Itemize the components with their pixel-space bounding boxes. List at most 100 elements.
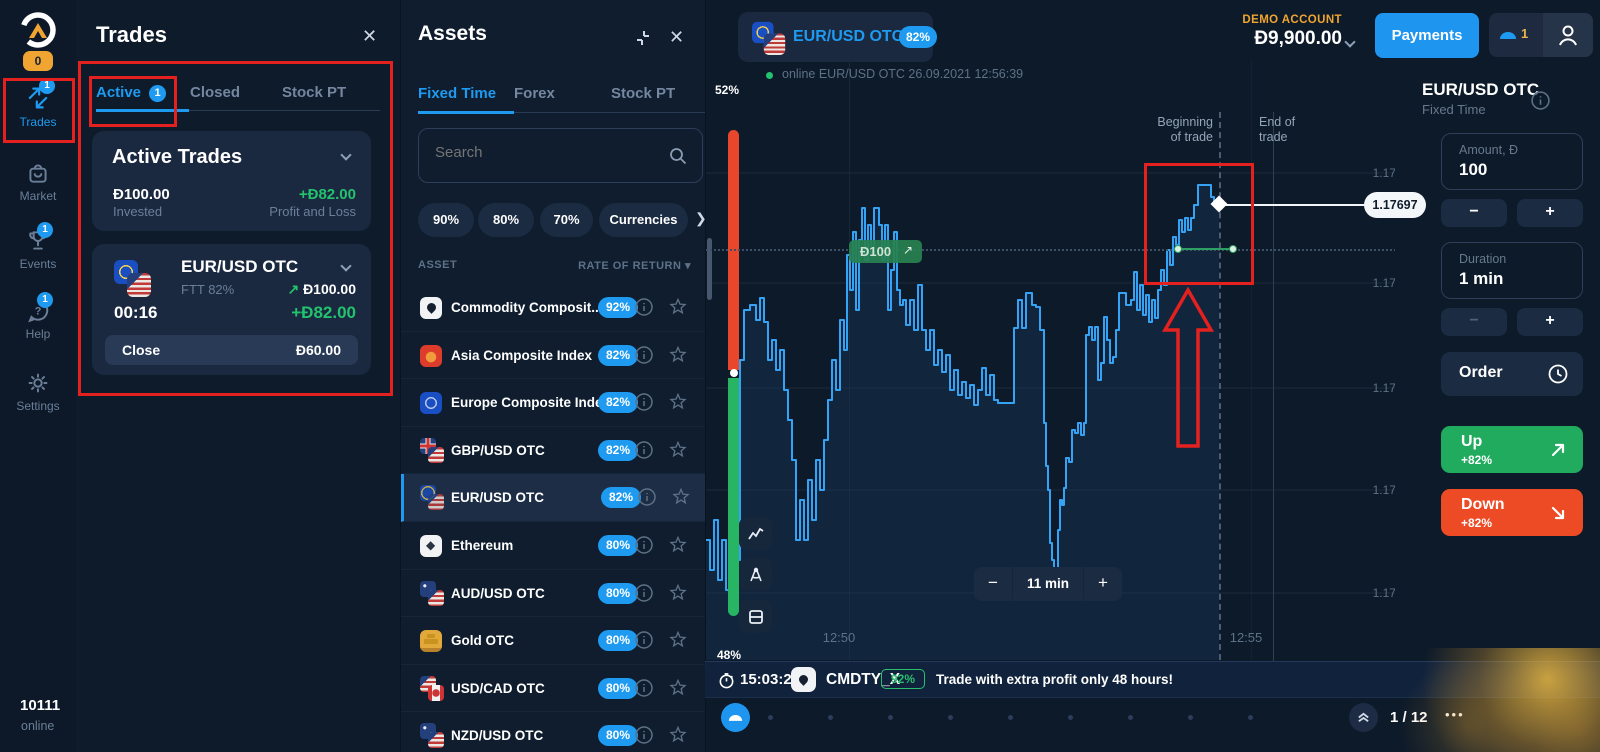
favorite-star-icon[interactable]	[668, 535, 688, 555]
collapse-pager-button[interactable]	[1349, 703, 1378, 732]
promo-pager-bar: 1 / 12 •••	[705, 698, 1600, 752]
active-trades-summary-card[interactable]: Active Trades Đ100.00 Invested +Đ82.00 P…	[92, 131, 371, 231]
profile-button[interactable]	[1543, 13, 1593, 57]
trade-entry-dot	[1174, 245, 1182, 253]
pager-current-button[interactable]	[721, 703, 750, 732]
sidebar-item-events[interactable]: 1 Events	[0, 222, 76, 271]
sentiment-down-label: 48%	[717, 648, 742, 662]
favorite-star-icon[interactable]	[668, 630, 688, 650]
favorite-star-icon[interactable]	[668, 392, 688, 412]
invested-value: Đ100.00	[113, 186, 170, 203]
favorite-star-icon[interactable]	[668, 725, 688, 745]
amount-minus-button[interactable]: −	[1441, 199, 1507, 227]
duration-plus-button[interactable]: +	[1517, 308, 1583, 336]
favorite-star-icon[interactable]	[668, 678, 688, 698]
info-icon[interactable]	[634, 535, 654, 555]
more-options[interactable]: •••	[1445, 707, 1465, 722]
asset-row[interactable]: Gold OTC 80%	[401, 617, 706, 665]
sidebar: 0 1 Trades Market 1 Events ?	[0, 0, 76, 752]
asset-row[interactable]: USD/CAD OTC 80%	[401, 665, 706, 713]
filter-currencies[interactable]: Currencies	[599, 203, 688, 237]
promo-message: Trade with extra profit only 48 hours!	[936, 672, 1174, 687]
close-trade-button[interactable]: Close Đ60.00	[105, 335, 358, 365]
trade-type: FTT 82%	[181, 282, 235, 297]
close-icon[interactable]: ✕	[362, 26, 378, 46]
favorite-star-icon[interactable]	[671, 487, 691, 507]
zoom-in-button[interactable]: +	[1084, 567, 1122, 601]
info-icon[interactable]	[634, 630, 654, 650]
asset-row[interactable]: ◆ Ethereum 80%	[401, 522, 706, 570]
filter-70[interactable]: 70%	[540, 203, 593, 237]
close-icon[interactable]: ✕	[669, 27, 685, 47]
promotions-button[interactable]: 1	[1489, 13, 1543, 57]
asset-row[interactable]: Europe Composite Index 82%	[401, 379, 706, 427]
tab-active[interactable]: Active 1	[96, 84, 167, 102]
info-icon[interactable]	[634, 678, 654, 698]
double-chevron-up-icon	[1358, 712, 1369, 722]
duration-field[interactable]: Duration 1 min	[1441, 242, 1583, 299]
asset-row-selected[interactable]: EUR/USD OTC 82%	[401, 474, 706, 522]
sidebar-item-help[interactable]: ? 1 Help	[0, 292, 76, 341]
tab-stock-pt[interactable]: Stock PT	[282, 84, 347, 101]
chart-instrument-tab[interactable]: EUR/USD OTC 82%	[738, 12, 937, 62]
info-icon[interactable]	[634, 583, 654, 603]
chart-rate-badge: 82%	[899, 26, 937, 48]
info-icon[interactable]	[634, 440, 654, 460]
order-button[interactable]: Order	[1441, 352, 1583, 396]
asset-row[interactable]: GBP/USD OTC 82%	[401, 427, 706, 475]
begin-trade-label: Beginning of trade	[1157, 115, 1213, 144]
zoom-out-button[interactable]: −	[974, 567, 1012, 601]
asset-row[interactable]: AUD/USD OTC 80%	[401, 570, 706, 618]
favorite-star-icon[interactable]	[668, 583, 688, 603]
zoom-interval-value[interactable]: 11 min	[1013, 567, 1083, 601]
favorite-star-icon[interactable]	[668, 297, 688, 317]
trade-card[interactable]: EUR/USD OTC FTT 82% ↗ Đ100.00 00:16 +Đ82…	[92, 244, 371, 375]
favorite-star-icon[interactable]	[668, 345, 688, 365]
drawing-tools-button[interactable]	[739, 558, 772, 591]
info-icon[interactable]	[637, 487, 657, 507]
asset-row[interactable]: NZD/USD OTC 80%	[401, 712, 706, 752]
asset-row[interactable]: Commodity Composit... 92%	[401, 284, 706, 332]
commodity-icon	[791, 667, 816, 692]
info-icon[interactable]	[634, 345, 654, 365]
info-icon[interactable]	[634, 392, 654, 412]
chevron-down-icon[interactable]	[340, 260, 352, 272]
amount-field[interactable]: Amount, Đ 100	[1441, 133, 1583, 190]
sentiment-divider-dot	[730, 369, 738, 377]
tab-closed[interactable]: Closed	[190, 84, 241, 101]
sidebar-item-trades[interactable]: 1 Trades	[0, 78, 76, 129]
account-type: DEMO ACCOUNT	[1242, 14, 1342, 26]
duration-minus-button[interactable]: −	[1441, 308, 1507, 336]
sidebar-item-market[interactable]: Market	[0, 160, 76, 203]
tab-fixed-time[interactable]: Fixed Time	[418, 85, 497, 102]
up-button[interactable]: Up +82%	[1441, 426, 1583, 473]
payments-button[interactable]: Payments	[1375, 13, 1479, 58]
account-switcher[interactable]: DEMO ACCOUNT Đ9,900.00	[1180, 14, 1342, 50]
filter-80[interactable]: 80%	[478, 203, 534, 237]
sidebar-item-settings[interactable]: Settings	[0, 370, 76, 413]
chevron-right-icon[interactable]: ❯	[695, 210, 707, 226]
pl-label: Profit and Loss	[269, 204, 356, 219]
down-button[interactable]: Down +82%	[1441, 489, 1583, 536]
column-rate-sort[interactable]: RATE OF RETURN ▾	[578, 260, 691, 272]
info-icon[interactable]	[1530, 90, 1551, 111]
info-icon[interactable]	[634, 297, 654, 317]
info-icon[interactable]	[634, 725, 654, 745]
asset-row[interactable]: Asia Composite Index 82%	[401, 332, 706, 380]
tab-stock-pt[interactable]: Stock PT	[611, 85, 676, 102]
chevron-down-icon[interactable]	[340, 149, 352, 161]
favorite-star-icon[interactable]	[668, 440, 688, 460]
amount-plus-button[interactable]: +	[1517, 199, 1583, 227]
promo-notification-bar[interactable]: 15:03:21 CMDTY_X 92% Trade with extra pr…	[705, 661, 1600, 698]
chart-type-button[interactable]	[739, 517, 772, 550]
layout-button[interactable]	[739, 600, 772, 633]
filter-90[interactable]: 90%	[418, 203, 474, 237]
collapse-icon[interactable]	[634, 29, 652, 47]
scrollbar[interactable]	[707, 238, 712, 300]
price-chart[interactable]	[706, 60, 1396, 660]
logo-badge: 0	[23, 51, 53, 71]
search-input[interactable]	[435, 144, 655, 161]
active-tab-underline	[96, 109, 189, 112]
search-box[interactable]	[418, 128, 703, 183]
tab-forex[interactable]: Forex	[514, 85, 555, 102]
